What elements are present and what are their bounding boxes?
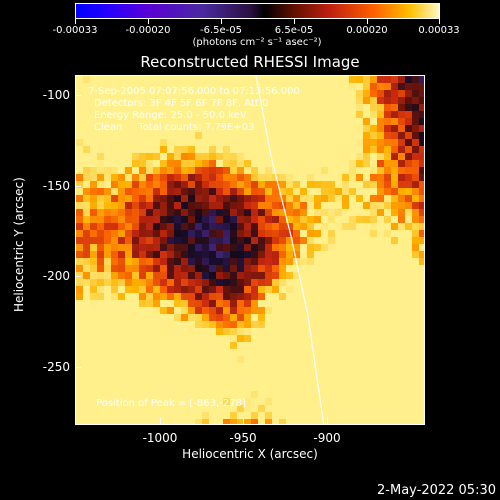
ytick-label: -150 — [42, 179, 70, 193]
info-line-4: Clean Total counts: 7.79E+03 — [94, 122, 255, 133]
colorbar-ticks — [75, 19, 440, 24]
ytick-label: -100 — [42, 88, 70, 102]
xtick-label: -950 — [229, 431, 257, 445]
info-line-3: Energy Range: 25.0 - 50.0 keV — [94, 110, 247, 121]
colorbar-label-1: -0.00020 — [125, 25, 171, 36]
colorbar-label-5: 0.00033 — [418, 25, 460, 36]
peak-position: Position of Peak = [-863,-278] — [96, 398, 246, 409]
limb-line — [255, 76, 325, 424]
xtick-mark — [160, 418, 161, 424]
ytick-mark — [75, 95, 81, 96]
xtick-label: -900 — [313, 431, 341, 445]
colorbar-label-2: -6.5e-05 — [200, 25, 242, 36]
ytick-mark — [75, 276, 81, 277]
ytick-mark — [75, 367, 81, 368]
info-line-1: 7-Sep-2005 07:07:56.000 to 07:13:56.000 — [88, 86, 300, 97]
ytick-label: -250 — [42, 360, 70, 374]
heatmap-image — [76, 76, 424, 424]
xtick-mark — [327, 418, 328, 424]
plot-title: Reconstructed RHESSI Image — [140, 53, 360, 71]
x-axis-label: Heliocentric X (arcsec) — [182, 447, 318, 461]
y-axis-label: Heliocentric Y (arcsec) — [12, 177, 26, 312]
ytick-mark — [75, 186, 81, 187]
xtick-mark — [243, 418, 244, 424]
colorbar-label-4: 0.00020 — [346, 25, 388, 36]
ytick-label: -200 — [42, 269, 70, 283]
colorbar — [75, 3, 440, 19]
date-stamp: 2-May-2022 05:30 — [377, 483, 496, 498]
colorbar-label-0: -0.00033 — [52, 25, 98, 36]
colorbar-units: (photons cm⁻² s⁻¹ asec⁻²) — [192, 37, 322, 48]
info-line-2: Detectors: 3F 4F 5F 6F 7F 8F, Att 0 — [94, 98, 269, 109]
xtick-label: -1000 — [142, 431, 178, 445]
image-plot: 7-Sep-2005 07:07:56.000 to 07:13:56.000 … — [75, 75, 425, 425]
colorbar-label-3: 6.5e-05 — [274, 25, 314, 36]
